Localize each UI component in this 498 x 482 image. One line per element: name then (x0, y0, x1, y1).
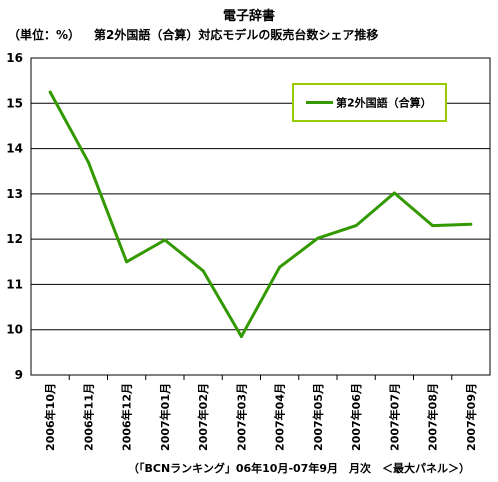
x-tick-label: 2007年04月 (273, 383, 287, 451)
chart-subtitle: （単位：%） 第2外国語（合算）対応モデルの販売台数シェア推移 (8, 26, 378, 43)
legend-label: 第2外国語（合算） (336, 96, 432, 110)
plot-border (30, 57, 491, 376)
data-point (316, 236, 320, 240)
x-tick-label: 2007年08月 (426, 383, 440, 451)
x-tick-label: 2006年10月 (43, 383, 57, 451)
data-point (278, 265, 282, 269)
source-note: （「BCNランキング」06年10月-07年9月 月次 ＜最大パネル＞） (128, 462, 470, 475)
data-point (86, 160, 90, 164)
y-tick-label: 10 (6, 323, 23, 337)
x-tick-label: 2007年06月 (349, 383, 363, 451)
x-tick-label: 2007年02月 (196, 383, 210, 451)
x-tick-label: 2007年01月 (158, 383, 172, 451)
x-tick-label: 2007年09月 (464, 383, 478, 451)
series-line (48, 91, 471, 338)
data-point (354, 224, 358, 228)
unit-label: （単位：%） (8, 28, 81, 42)
y-tick-label: 12 (6, 232, 23, 246)
legend-box (292, 83, 447, 122)
x-tick-label: 2006年12月 (120, 383, 134, 451)
data-point (469, 222, 473, 226)
subtitle-text: 第2外国語（合算）対応モデルの販売台数シェア推移 (94, 28, 379, 42)
y-tick-label: 15 (6, 96, 23, 110)
data-point (431, 224, 435, 228)
data-point (125, 260, 129, 264)
y-tick-label: 13 (6, 187, 23, 201)
data-point (163, 238, 167, 242)
x-tick-label: 2007年03月 (234, 383, 248, 451)
y-tick-label: 14 (6, 142, 23, 156)
y-tick-label: 16 (6, 51, 23, 65)
x-tick-label: 2007年07月 (387, 383, 401, 451)
data-point (201, 269, 205, 273)
x-tick-label: 2006年11月 (81, 383, 95, 451)
y-tick-label: 11 (6, 277, 23, 291)
x-tick-label: 2007年05月 (311, 383, 325, 451)
data-point (392, 191, 396, 195)
y-tick-label: 9 (15, 368, 23, 382)
chart-title: 電子辞書 (222, 9, 275, 24)
data-point (48, 90, 52, 94)
data-point (239, 335, 243, 339)
